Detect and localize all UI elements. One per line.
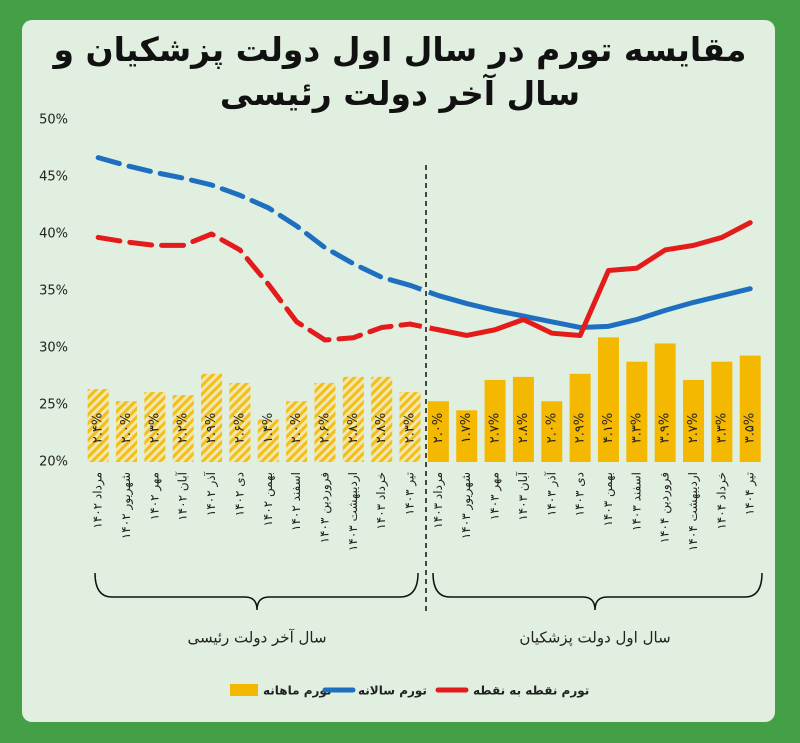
bar-label: ۲.۳% <box>147 413 162 443</box>
x-tick-label: خرداد ۱۴۰۳ <box>374 472 389 530</box>
bar <box>371 376 393 462</box>
x-tick-label: آبان ۱۴۰۲ <box>175 471 190 520</box>
bar-label: ۳.۳% <box>629 413 644 443</box>
bar <box>116 401 138 462</box>
bar <box>427 401 449 462</box>
bar <box>654 343 676 462</box>
bar-label: ۲.۷% <box>488 413 503 443</box>
x-tick-label: اردیبهشت ۱۴۰۴ <box>686 472 701 551</box>
bar-label: ۱.۷% <box>459 413 474 443</box>
bar-label: ۲.۷% <box>686 413 701 443</box>
bar-label: ۲.۹% <box>204 413 219 443</box>
bar <box>229 382 251 462</box>
x-tick-label: تیر ۱۴۰۴ <box>743 472 758 515</box>
bar <box>484 379 506 462</box>
line <box>435 220 753 338</box>
bar <box>172 395 194 462</box>
x-tick-label: مرداد ۱۴۰۲ <box>91 472 106 529</box>
x-tick-label: دی ۱۴۰۳ <box>573 472 587 516</box>
chart-title: مقایسه تورم در سال اول دولت پزشکیان و سا… <box>53 30 747 113</box>
x-tick-label: بهمن ۱۴۰۳ <box>601 472 616 527</box>
group-label: سال آخر دولت رئیسی <box>187 629 326 647</box>
bar-label: ۲.۰% <box>289 413 304 443</box>
bar <box>683 379 705 462</box>
x-tick-label: مرداد ۱۴۰۳ <box>431 472 446 529</box>
x-tick-label: فروردین ۱۴۰۳ <box>317 472 332 543</box>
x-tick-label: آذر ۱۴۰۲ <box>203 471 219 516</box>
bar <box>456 410 478 462</box>
x-tick-label: اسفند ۱۴۰۳ <box>629 472 643 531</box>
x-tick-label: دی ۱۴۰۲ <box>232 472 246 516</box>
y-tick-label: 35% <box>39 284 68 299</box>
line <box>435 286 753 330</box>
x-tick-label: اسفند ۱۴۰۲ <box>289 472 303 531</box>
y-tick-label: 20% <box>39 455 68 470</box>
bar <box>711 361 733 462</box>
brace <box>94 572 419 611</box>
bar-label: ۳.۹% <box>658 413 673 443</box>
x-tick-label: شهریور ۱۴۰۳ <box>459 472 474 539</box>
bar <box>144 392 166 462</box>
x-tick-label: مهر ۱۴۰۳ <box>488 472 503 520</box>
x-tick-label: فروردین ۱۴۰۴ <box>658 472 673 543</box>
legend-label: تورم سالانه <box>358 684 427 699</box>
legend-label: تورم ماهانه <box>263 684 331 699</box>
y-tick-label: 30% <box>39 341 68 356</box>
line-connector <box>409 321 439 333</box>
x-tick-label: بهمن ۱۴۰۲ <box>261 472 276 527</box>
x-tick-label: شهریور ۱۴۰۲ <box>119 472 134 539</box>
bar-label: ۲.۹% <box>573 413 588 443</box>
bar <box>512 376 534 462</box>
y-tick-label: 45% <box>39 170 68 185</box>
x-tick-label: تیر ۱۴۰۳ <box>403 472 418 515</box>
bar-label: ۲.۸% <box>346 413 361 443</box>
y-tick-label: 50% <box>39 113 68 128</box>
bar-label: ۲.۸% <box>516 413 531 443</box>
panel <box>22 20 775 722</box>
bar-label: ۲.۰% <box>431 413 446 443</box>
bar <box>597 337 619 462</box>
bar-label: ۳.۳% <box>714 413 729 443</box>
bar-label: ۲.۴% <box>91 413 106 443</box>
bar <box>314 382 336 462</box>
bar <box>201 373 223 462</box>
bar <box>739 355 761 462</box>
line-connector <box>409 282 440 298</box>
line <box>95 155 413 288</box>
bar <box>342 376 364 462</box>
bar <box>286 401 308 462</box>
bar-label: ۲.۶% <box>232 413 247 443</box>
bar <box>541 401 563 462</box>
bar <box>257 419 279 462</box>
x-tick-label: مهر ۱۴۰۲ <box>147 472 162 520</box>
bar <box>87 389 109 462</box>
bar-label: ۳.۵% <box>743 413 758 443</box>
bar-label: ۲.۸% <box>374 413 389 443</box>
y-tick-label: 40% <box>39 227 68 242</box>
legend-swatch <box>230 684 258 696</box>
bar-label: ۲.۰% <box>544 413 559 443</box>
bar <box>569 373 591 462</box>
bar-label: ۴.۱% <box>601 413 616 443</box>
bar <box>399 392 421 462</box>
bar <box>626 361 648 462</box>
bar-label: ۲.۲% <box>176 413 191 443</box>
x-tick-label: آذر ۱۴۰۳ <box>543 471 559 516</box>
legend-label: تورم نقطه به نقطه <box>473 684 589 699</box>
brace <box>432 572 763 611</box>
x-tick-label: خرداد ۱۴۰۴ <box>714 472 729 530</box>
bar-label: ۲.۶% <box>317 413 332 443</box>
group-label: سال اول دولت پزشکیان <box>519 629 670 648</box>
bar-label: ۲.۰% <box>119 413 134 443</box>
x-tick-label: اردیبهشت ۱۴۰۳ <box>346 472 361 551</box>
bar-label: ۲.۳% <box>403 413 418 443</box>
bar-label: ۱.۴% <box>261 413 276 443</box>
x-tick-label: آبان ۱۴۰۳ <box>515 471 530 520</box>
y-tick-label: 25% <box>39 398 68 413</box>
line <box>95 231 413 343</box>
